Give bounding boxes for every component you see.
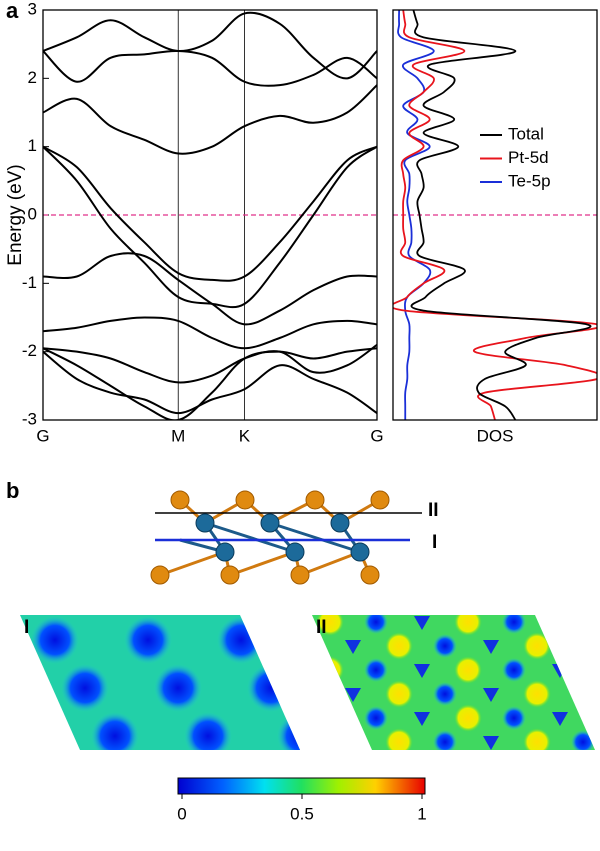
density-spot	[31, 616, 79, 664]
y-tick-label: -3	[22, 409, 37, 428]
density-spot	[364, 706, 388, 730]
plane-label: I	[432, 532, 437, 553]
density-spot	[61, 664, 109, 712]
density-spot	[364, 615, 388, 634]
map-label: II	[316, 617, 327, 638]
y-tick-label: 2	[28, 68, 37, 87]
panel-label: b	[6, 478, 19, 503]
density-spot	[0, 664, 16, 712]
density-spot	[592, 704, 595, 732]
axis-frame	[392, 9, 598, 421]
density-spot	[414, 616, 430, 630]
colorbar-tick-label: 0	[177, 804, 186, 823]
band	[43, 344, 377, 384]
density-spot	[124, 616, 172, 664]
density-spot	[523, 728, 551, 750]
dos-curve	[393, 10, 597, 420]
x-axis-label: DOS	[477, 426, 514, 445]
y-tick-label: 3	[28, 0, 37, 18]
density-spot	[277, 712, 300, 750]
density-spot	[552, 712, 568, 726]
colorbar	[177, 777, 426, 795]
density-spot	[454, 656, 482, 684]
legend-label: Pt-5d	[508, 148, 549, 167]
dos-curve	[397, 10, 435, 420]
y-tick-label: 0	[28, 204, 37, 223]
density-spot	[91, 712, 139, 750]
density-spot	[483, 688, 499, 702]
density-spot	[154, 664, 202, 712]
density-spot	[502, 658, 526, 682]
density-spot	[345, 688, 361, 702]
density-spot	[454, 615, 482, 636]
density-spot	[483, 640, 499, 654]
plane-label: II	[428, 500, 439, 521]
colorbar-ticks: 0 0.5 1	[177, 794, 427, 823]
band	[43, 11, 377, 80]
band	[43, 350, 377, 415]
density-spot	[552, 616, 568, 630]
colorbar-tick-label: 0.5	[290, 804, 314, 823]
colorbar-tick-label: 1	[417, 804, 426, 823]
y-tick-label: 1	[28, 136, 37, 155]
density-spot	[364, 658, 388, 682]
density-spot	[385, 632, 413, 660]
density-spot	[385, 728, 413, 750]
density-spot	[483, 736, 499, 750]
density-spot	[276, 616, 292, 630]
density-spot	[571, 682, 595, 706]
density-spot	[454, 704, 482, 732]
band	[43, 84, 377, 155]
density-spot	[184, 712, 232, 750]
density-spot	[502, 706, 526, 730]
y-axis-label: Energy (eV)	[5, 164, 26, 265]
density-spot	[433, 730, 457, 750]
density-spot	[247, 664, 295, 712]
density-spot	[385, 680, 413, 708]
legend-label: Total	[508, 124, 544, 143]
density-spot	[592, 656, 595, 684]
dos-curve	[410, 10, 592, 420]
density-spot	[433, 634, 457, 658]
legend-label: Te-5p	[508, 171, 551, 190]
band	[43, 316, 377, 350]
density-spot	[345, 640, 361, 654]
x-tick-label: M	[171, 426, 185, 445]
density-spot	[433, 682, 457, 706]
x-tick-label: G	[36, 426, 49, 445]
density-spot	[414, 664, 430, 678]
density-spot	[316, 615, 344, 636]
axis-frame	[42, 9, 378, 421]
density-spot	[316, 656, 344, 684]
density-spot	[571, 634, 595, 658]
density-spot	[571, 730, 595, 750]
density-spot	[502, 615, 526, 634]
x-tick-label: G	[370, 426, 383, 445]
density-spot	[523, 632, 551, 660]
density-spot	[217, 616, 265, 664]
plots: -3 -2 -1 0 1 2 3 G M K G Energy (eV) DOS Total Pt-5d Te…	[5, 0, 598, 445]
band	[43, 252, 377, 326]
x-tick-label: K	[239, 426, 251, 445]
y-tick-label: -1	[22, 273, 37, 292]
panel-label: a	[6, 0, 19, 23]
band	[43, 49, 377, 87]
density-spot	[414, 712, 430, 726]
density-spot	[592, 615, 595, 636]
crystal-structure: II I	[150, 490, 439, 585]
y-tick-label: -2	[22, 341, 37, 360]
density-spot	[20, 712, 46, 750]
map-label: I	[24, 617, 29, 638]
band	[43, 145, 377, 282]
band	[43, 347, 377, 420]
density-spot	[523, 680, 551, 708]
